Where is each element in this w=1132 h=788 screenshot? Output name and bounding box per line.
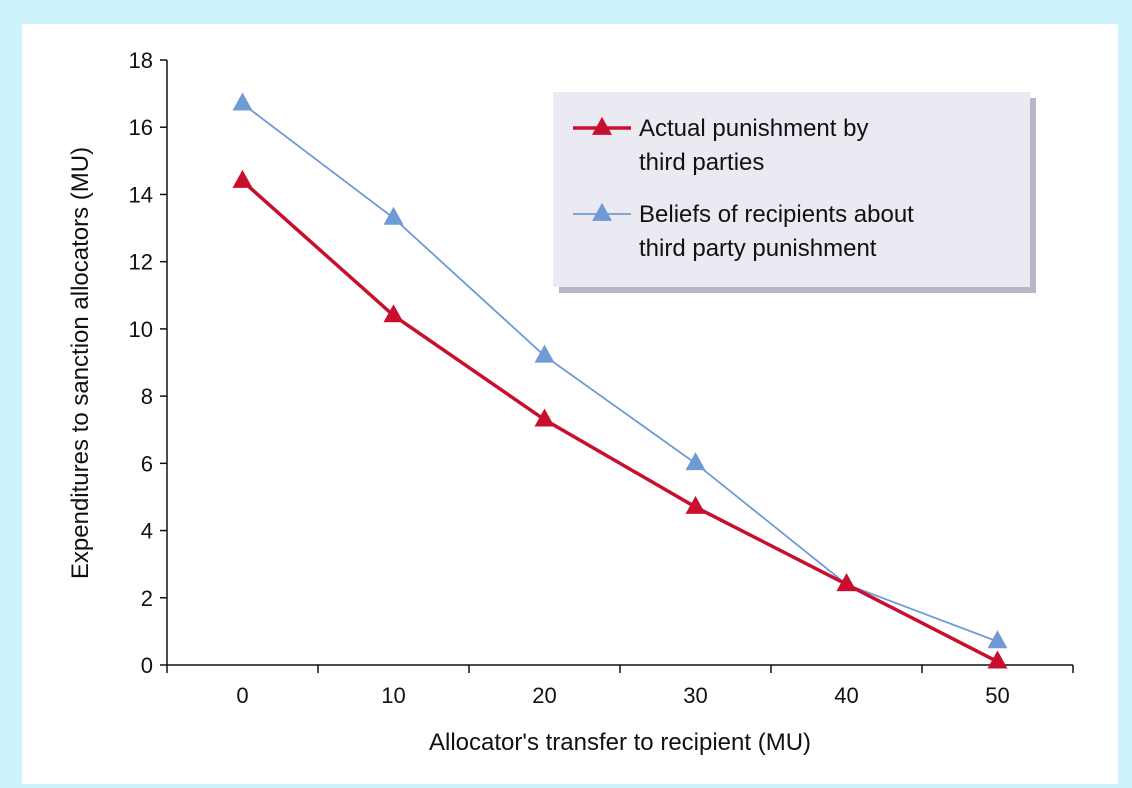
series-1 [232,92,1008,649]
legend-box [553,92,1030,287]
legend-entry-line: third parties [639,149,764,176]
y-tick-label: 0 [141,653,153,678]
data-point [232,92,253,111]
y-tick-label: 16 [129,115,153,140]
y-tick-label: 18 [129,48,153,73]
data-point [685,495,706,514]
legend-entry-line: Actual punishment by [639,115,868,142]
legend-entry: Beliefs of recipients about third party p… [639,201,914,262]
y-tick-label: 14 [129,182,153,207]
series-layer [232,92,1008,669]
y-tick-label: 8 [141,384,153,409]
x-tick-label: 20 [532,683,556,708]
data-point [534,344,555,363]
data-point [383,304,404,323]
x-tick-label: 40 [834,683,858,708]
x-tick-label: 10 [381,683,405,708]
data-point [987,650,1008,669]
legend-swatch-marker [592,116,612,135]
data-point [383,206,404,225]
y-tick-label: 2 [141,586,153,611]
legend-entry-line: third party punishment [639,235,877,262]
data-point [836,573,857,592]
x-tick-label: 50 [985,683,1009,708]
axes: 0 2 4 6 8 10 12 14 16 18 0 10 20 30 40 50 [129,48,1074,708]
data-point [534,408,555,427]
legend-swatch-marker [592,202,612,221]
x-tick-label: 30 [683,683,707,708]
series-0 [232,169,1008,669]
x-tick-label: 0 [236,683,248,708]
y-tick-label: 6 [141,451,153,476]
y-tick-label: 10 [129,317,153,342]
data-point [685,452,706,471]
series-line [241,179,999,664]
legend-entry: Actual punishment by third parties [639,115,868,176]
x-axis-title: Allocator's transfer to recipient (MU) [429,729,811,756]
y-tick-label: 12 [129,250,153,275]
series-line [241,102,998,643]
legend: Actual punishment by third parties Beliefs… [553,92,1036,293]
legend-entry-line: Beliefs of recipients about [639,201,914,228]
data-point [232,169,253,188]
y-tick-label: 4 [141,519,153,544]
y-axis-title: Expenditures to sanction allocators (MU) [67,147,94,579]
data-point [987,630,1008,649]
